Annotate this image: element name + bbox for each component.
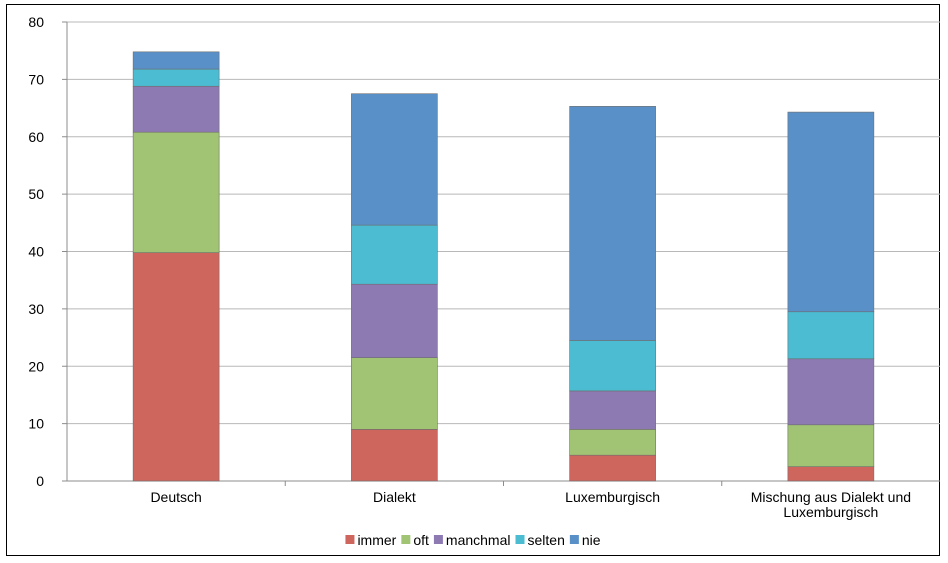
x-tick-label: Deutsch [150, 489, 201, 505]
y-tick-label: 60 [28, 129, 44, 145]
bar-immer [569, 454, 656, 482]
bar-manchmal [569, 390, 656, 430]
y-tick-label: 80 [28, 14, 44, 30]
y-tick-label: 40 [28, 244, 44, 260]
y-tick-label: 20 [28, 358, 44, 374]
bar-oft [569, 429, 656, 456]
y-tick-label: 10 [28, 416, 44, 432]
legend-swatch-selten [515, 535, 525, 544]
y-tick-label: 50 [28, 186, 44, 202]
bar-selten [132, 68, 220, 87]
legend-swatch-manchmal [433, 535, 443, 544]
y-tick-label: 30 [28, 301, 44, 317]
x-tick-label: Mischung aus Dialekt und Luxemburgisch [751, 489, 911, 520]
y-tick-label: 0 [36, 473, 44, 489]
bar-manchmal [787, 358, 875, 426]
legend-swatch-immer [345, 535, 355, 544]
legend-label-immer: immer [357, 532, 396, 548]
bar-manchmal [132, 85, 220, 133]
legend-label-selten: selten [528, 532, 565, 548]
bar-manchmal [351, 283, 438, 358]
bar-nie [351, 93, 438, 226]
y-tick-label: 70 [28, 71, 44, 87]
bar-nie [132, 51, 220, 70]
bar-immer [351, 429, 438, 482]
legend-label-oft: oft [413, 532, 429, 548]
legend-label-manchmal: manchmal [446, 532, 511, 548]
bar-immer [132, 252, 220, 482]
legend-label-nie: nie [582, 532, 601, 548]
legend-swatch-nie [569, 535, 579, 544]
bar-selten [351, 224, 438, 285]
x-tick-label: Dialekt [373, 489, 416, 505]
x-tick-label: Luxemburgisch [565, 489, 660, 505]
bar-immer [787, 466, 875, 482]
bar-oft [132, 131, 220, 253]
bar-nie [569, 106, 656, 341]
bar-selten [787, 311, 875, 360]
legend-swatch-oft [401, 535, 411, 544]
bar-selten [569, 340, 656, 392]
bar-nie [787, 111, 875, 313]
bar-oft [787, 424, 875, 467]
bar-oft [351, 357, 438, 430]
